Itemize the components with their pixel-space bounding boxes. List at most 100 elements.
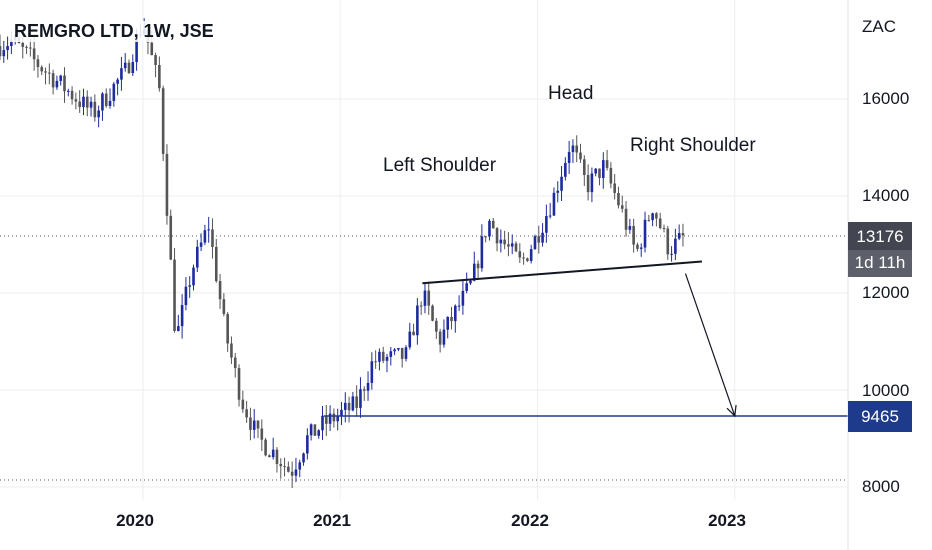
candle-body bbox=[427, 290, 431, 306]
candle-body bbox=[681, 233, 685, 236]
candle-body bbox=[658, 218, 662, 229]
candle-body bbox=[241, 399, 245, 410]
candle-body bbox=[245, 409, 248, 418]
candle-body bbox=[457, 305, 461, 307]
candle-body bbox=[108, 100, 112, 106]
candle-body bbox=[264, 439, 267, 456]
x-tick-label: 2020 bbox=[116, 511, 154, 530]
candle-body bbox=[214, 246, 218, 282]
candle-body bbox=[431, 305, 434, 321]
candle-body bbox=[529, 249, 533, 261]
candle-body bbox=[211, 229, 214, 247]
candle-body bbox=[564, 162, 567, 177]
candle-body bbox=[336, 415, 339, 422]
candle-body bbox=[131, 62, 135, 74]
candle-body bbox=[59, 75, 63, 81]
candle-body bbox=[36, 59, 40, 68]
candle-body bbox=[438, 331, 442, 345]
candle-body bbox=[533, 236, 537, 250]
candle-body bbox=[518, 251, 522, 258]
target-price-tag: 9465 bbox=[848, 401, 912, 432]
candle-body bbox=[317, 430, 321, 436]
candle-body bbox=[89, 101, 93, 108]
candle-body bbox=[256, 420, 260, 429]
candle-body bbox=[613, 183, 616, 193]
candle-body bbox=[203, 230, 207, 243]
candle-body bbox=[571, 145, 575, 153]
y-tick-label: 10000 bbox=[862, 381, 910, 400]
candle-body bbox=[416, 305, 419, 336]
candle-body bbox=[249, 417, 252, 430]
candle-body bbox=[313, 424, 317, 436]
candle-body bbox=[461, 290, 465, 306]
candle-body bbox=[677, 233, 681, 239]
candle-body bbox=[328, 413, 332, 424]
candle-body bbox=[381, 351, 385, 361]
candle-body bbox=[25, 46, 28, 48]
candle-body bbox=[491, 220, 495, 229]
annotation-head: Head bbox=[548, 83, 594, 104]
candle-body bbox=[302, 453, 305, 463]
candle-body bbox=[2, 50, 6, 57]
candle-body bbox=[165, 153, 169, 216]
candle-body bbox=[507, 244, 510, 247]
candle-body bbox=[552, 192, 556, 216]
candle-body bbox=[412, 331, 415, 336]
candle-body bbox=[545, 215, 548, 233]
candle-body bbox=[624, 208, 628, 230]
candle-body bbox=[366, 382, 370, 391]
candle-body bbox=[196, 246, 199, 268]
candle-body bbox=[408, 331, 412, 348]
candle-body bbox=[385, 356, 389, 361]
currency-label: ZAC bbox=[862, 17, 896, 36]
candle-body bbox=[161, 88, 165, 154]
candle-body bbox=[252, 420, 256, 430]
x-tick-label: 2023 bbox=[708, 511, 746, 530]
candle-body bbox=[177, 326, 180, 331]
candle-body bbox=[309, 424, 313, 436]
candle-body bbox=[82, 96, 85, 108]
candle-body bbox=[233, 357, 237, 369]
candle-body bbox=[226, 314, 229, 344]
candle-body bbox=[268, 455, 271, 458]
candle-body bbox=[347, 402, 351, 411]
candle-body bbox=[340, 409, 343, 416]
candle-body bbox=[0, 46, 2, 57]
candle-body bbox=[44, 71, 47, 73]
y-tick-label: 14000 bbox=[862, 186, 910, 205]
candle-body bbox=[628, 226, 632, 230]
candle-body bbox=[116, 79, 119, 84]
candle-body bbox=[351, 396, 355, 411]
candle-body bbox=[85, 96, 89, 108]
candle-body bbox=[586, 175, 590, 193]
candle-body bbox=[605, 160, 609, 168]
candle-body bbox=[567, 152, 571, 163]
candle-body bbox=[598, 168, 601, 178]
candle-body bbox=[423, 290, 427, 306]
candle-body bbox=[218, 281, 222, 300]
candle-body bbox=[74, 99, 78, 102]
candle-body bbox=[321, 415, 324, 431]
candle-body bbox=[639, 247, 643, 249]
candle-body bbox=[632, 226, 635, 245]
candle-body bbox=[48, 72, 51, 74]
candle-body bbox=[192, 267, 195, 286]
candle-body bbox=[647, 219, 651, 221]
candle-body bbox=[446, 316, 450, 330]
candle-body bbox=[222, 299, 226, 315]
candle-body bbox=[666, 228, 670, 255]
candle-body bbox=[362, 389, 366, 391]
candle-body bbox=[104, 93, 108, 106]
candle-body bbox=[154, 55, 157, 65]
candle-body bbox=[636, 244, 639, 249]
candle-body bbox=[670, 253, 673, 255]
candle-body bbox=[435, 320, 438, 332]
candle-body bbox=[526, 258, 529, 261]
annotation-left-shoulder: Left Shoulder bbox=[383, 155, 497, 176]
candle-body bbox=[643, 219, 647, 248]
candle-body bbox=[617, 192, 620, 206]
candle-body bbox=[97, 110, 100, 118]
candle-body bbox=[476, 263, 480, 269]
candle-body bbox=[609, 167, 613, 184]
